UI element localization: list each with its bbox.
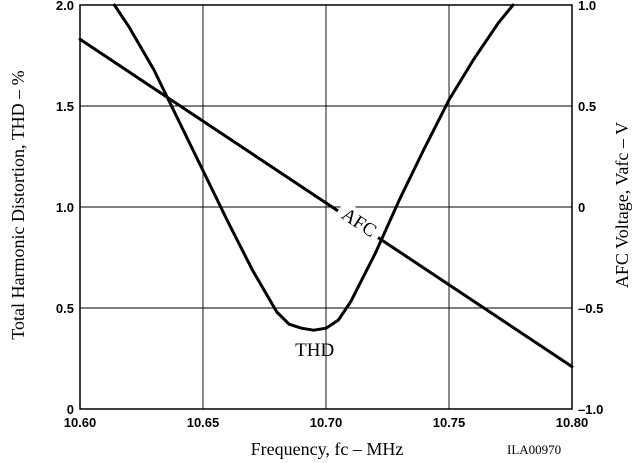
y-tick-label-left: 2.0 xyxy=(56,0,74,13)
x-axis-title: Frequency, fc – MHz xyxy=(251,439,404,459)
y-axis-title-left: Total Harmonic Distortion, THD – % xyxy=(8,70,28,339)
y-tick-label-left: 0 xyxy=(67,402,74,417)
x-tick-label: 10.65 xyxy=(187,415,220,430)
x-tick-label: 10.75 xyxy=(433,415,466,430)
tick-labels: 10.60 10.65 10.70 10.75 10.80 0 0.5 1.0 1.5 2.0 –1… xyxy=(56,0,603,430)
y-tick-label-right: –0.5 xyxy=(578,301,603,316)
x-tick-label: 10.70 xyxy=(310,415,343,430)
series-line-afc xyxy=(78,37,574,369)
y-tick-label-left: 0.5 xyxy=(56,301,74,316)
series-label-thd: THD xyxy=(295,340,334,361)
series-line-thd xyxy=(112,3,515,332)
series-layer xyxy=(78,3,574,369)
series-label-afc-backdrop xyxy=(334,200,386,244)
y-tick-label-right: 0 xyxy=(578,200,585,215)
x-tick-label: 10.80 xyxy=(556,415,589,430)
grid xyxy=(80,5,572,409)
y-tick-label-left: 1.0 xyxy=(56,200,74,215)
figure-code: ILA00970 xyxy=(507,442,561,457)
x-tick-label: 10.60 xyxy=(64,415,97,430)
y-tick-label-left: 1.5 xyxy=(56,99,74,114)
y-tick-label-right: –1.0 xyxy=(578,402,603,417)
y-tick-label-right: 0.5 xyxy=(578,99,596,114)
y-axis-title-right: AFC Voltage, Vafc – V xyxy=(612,122,632,288)
plot-frame xyxy=(79,4,573,410)
y-tick-label-right: 1.0 xyxy=(578,0,596,13)
